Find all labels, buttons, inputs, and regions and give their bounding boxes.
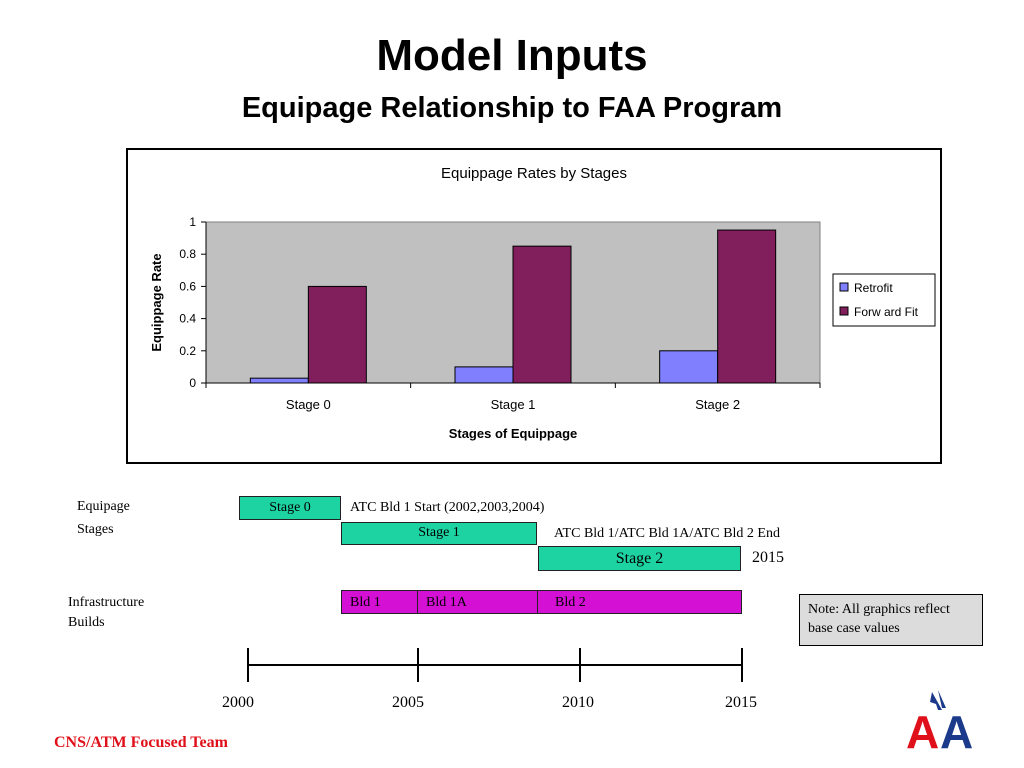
- x-tick-label: Stage 1: [491, 397, 536, 412]
- year-axis-line: [247, 664, 742, 666]
- year-label-2010: 2010: [562, 694, 594, 711]
- stage-0-label: Stage 0: [269, 500, 311, 515]
- bar-forward-fit-stage-1: [512, 245, 572, 384]
- bar-retrofit-stage-1: [454, 366, 514, 384]
- equipage-stages-label-line2: Stages: [77, 522, 114, 537]
- stage-0-bar: Stage 0: [239, 496, 341, 520]
- bar-retrofit-stage-2: [659, 350, 719, 384]
- year-tick-2005: [417, 648, 419, 682]
- chart-title: Equippage Rates by Stages: [441, 165, 627, 182]
- infrastructure-builds-label-line2: Builds: [68, 615, 105, 630]
- svg-text:A: A: [940, 706, 973, 752]
- legend-label: Forw ard Fit: [854, 305, 919, 319]
- base-case-note: Note: All graphics reflect base case val…: [799, 594, 983, 646]
- x-axis-label: Stages of Equippage: [449, 426, 578, 441]
- y-tick-label: 0.2: [179, 344, 196, 358]
- infrastructure-builds-label-line1: Infrastructure: [68, 595, 145, 610]
- stage-2-bar: Stage 2: [538, 546, 741, 571]
- atc-bld-end-annotation: ATC Bld 1/ATC Bld 1A/ATC Bld 2 End: [554, 526, 780, 541]
- year-tick-2015: [741, 648, 743, 682]
- legend-swatch: [839, 306, 849, 316]
- infrastructure-builds-bar: Bld 1 Bld 1A Bld 2: [341, 590, 742, 614]
- end-year-2015-annotation: 2015: [752, 549, 784, 566]
- bld-divider-1: [417, 591, 418, 613]
- y-tick-label: 0: [189, 376, 196, 390]
- year-tick-2000: [247, 648, 249, 682]
- american-airlines-aa-logo: A A: [906, 690, 973, 752]
- chart-container: Equippage Rates by Stages 0 0.2 0.4 0.6 0.8 1 E…: [126, 148, 942, 464]
- y-tick-label: 0.8: [179, 247, 196, 261]
- stage-1-bar: Stage 1: [341, 522, 537, 545]
- y-axis-label: Equippage Rate: [149, 253, 164, 351]
- bld-2-label: Bld 2: [555, 595, 586, 610]
- atc-bld1-start-annotation: ATC Bld 1 Start (2002,2003,2004): [350, 500, 545, 515]
- year-label-2015: 2015: [725, 694, 757, 711]
- stage-1-label: Stage 1: [418, 525, 460, 540]
- y-tick-label: 0.4: [179, 312, 196, 326]
- equippage-bar-chart: Equippage Rates by Stages 0 0.2 0.4 0.6 0.8 1 E…: [149, 165, 936, 441]
- x-tick-label: Stage 2: [695, 397, 740, 412]
- legend-box: [832, 273, 936, 327]
- legend-label: Retrofit: [854, 281, 893, 295]
- year-tick-2010: [579, 648, 581, 682]
- legend-swatch: [839, 282, 849, 292]
- y-tick-label: 0.6: [179, 279, 196, 293]
- bar-forward-fit-stage-0: [307, 285, 367, 384]
- stage-2-label: Stage 2: [615, 550, 664, 567]
- year-label-2000: 2000: [222, 694, 254, 711]
- bld-1a-label: Bld 1A: [426, 595, 467, 610]
- bld-divider-2: [537, 591, 538, 613]
- equipage-stages-label-line1: Equipage: [77, 499, 130, 514]
- x-tick-label: Stage 0: [286, 397, 331, 412]
- y-tick-label: 1: [189, 215, 196, 229]
- bld-1-label: Bld 1: [350, 595, 381, 610]
- footer-team-name: CNS/ATM Focused Team: [54, 734, 228, 751]
- slide-title: Model Inputs: [376, 31, 648, 80]
- svg-text:A: A: [906, 706, 939, 752]
- bar-retrofit-stage-0: [249, 377, 309, 384]
- bar-forward-fit-stage-2: [717, 229, 777, 384]
- year-label-2005: 2005: [392, 694, 424, 711]
- slide-subtitle: Equipage Relationship to FAA Program: [241, 92, 783, 124]
